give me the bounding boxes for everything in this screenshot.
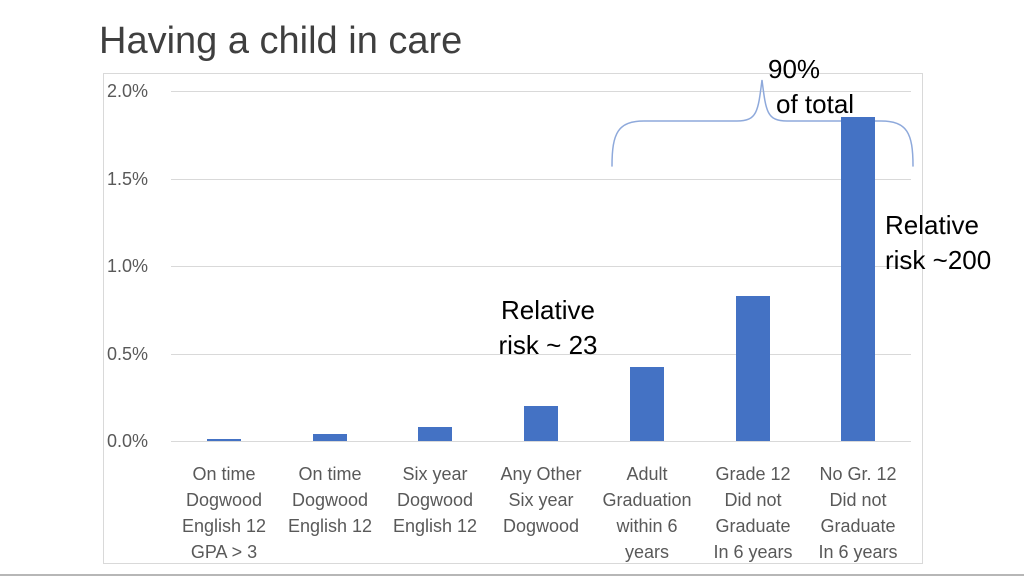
annotation-line: Relative (501, 295, 595, 325)
gridline-1.0% (171, 266, 911, 267)
gridline-1.5% (171, 179, 911, 180)
chart-plot-area: 0.0% 0.5% 1.0% 1.5% 2.0% On time Dogwood Engl… (103, 73, 923, 564)
bar-1 (207, 439, 241, 441)
annotation-line: of total (776, 89, 855, 119)
x-axis-category-label: No Gr. 12 Did not Graduate In 6 years (818, 464, 898, 562)
annotation-line: risk ~ 23 (498, 330, 598, 360)
x-axis-category-label: On time Dogwood English 12 GPA > 3 (181, 464, 267, 562)
x-axis-category-label: Grade 12 Did not Graduate In 6 years (713, 464, 793, 562)
annotation-line: risk ~200 (885, 245, 992, 275)
bar-7 (841, 117, 875, 441)
annotation-line: 90% (768, 54, 821, 84)
y-axis-tick-label: 0.5% (107, 344, 149, 364)
x-axis-category-label: Six year Dogwood English 12 (392, 464, 478, 536)
bar-5 (630, 367, 664, 441)
y-axis-tick-label: 1.5% (107, 169, 149, 189)
annotation-relative-risk-23: Relative risk ~ 23 (488, 293, 608, 363)
x-axis-category-label: Adult Graduation within 6 years (602, 464, 692, 562)
gridline-0.5% (171, 354, 911, 355)
annotation-90-percent-of-total: 90% of total (768, 52, 854, 122)
y-axis-tick-label: 1.0% (107, 256, 149, 276)
gridline-2.0% (171, 91, 911, 92)
x-axis-category-label: Any Other Six year Dogwood (500, 464, 582, 536)
bar-6 (736, 296, 770, 441)
x-axis-category-label: On time Dogwood English 12 (287, 464, 373, 536)
chart-title: Having a child in care (99, 20, 463, 62)
slide-bottom-edge (0, 574, 1024, 576)
y-axis-tick-label: 0.0% (107, 431, 149, 451)
bar-2 (313, 434, 347, 441)
annotation-line: Relative (885, 210, 979, 240)
bar-3 (418, 427, 452, 441)
bar-4 (524, 406, 558, 441)
annotation-relative-risk-200: Relative risk ~200 (885, 208, 991, 278)
gridline-0.0% (171, 441, 911, 442)
y-axis-tick-label: 2.0% (107, 81, 149, 101)
